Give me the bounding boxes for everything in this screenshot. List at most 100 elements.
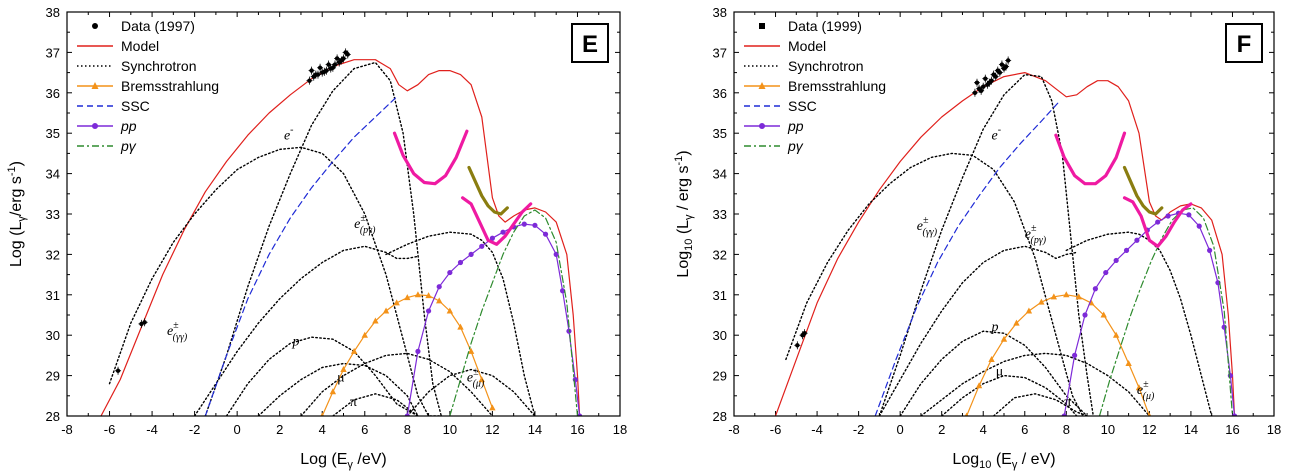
data-point bbox=[317, 65, 323, 70]
legend-entry: Data (1997) bbox=[92, 18, 195, 34]
bremsstrahlung-marker bbox=[1063, 291, 1070, 298]
data-point bbox=[326, 62, 331, 67]
bremsstrahlung-marker bbox=[1075, 293, 1082, 300]
legend-label: Synchrotron bbox=[121, 58, 196, 74]
synchrotron-line bbox=[204, 61, 442, 416]
x-axis-label: Log (Eγ /eV) bbox=[300, 451, 386, 471]
data-point bbox=[307, 78, 312, 83]
y-tick-label: 30 bbox=[46, 328, 60, 343]
curve-annotation: π bbox=[350, 395, 357, 410]
pp-marker bbox=[479, 243, 485, 249]
synchrotron-line bbox=[193, 245, 419, 416]
data-point bbox=[343, 50, 348, 55]
x-tick-label: 10 bbox=[1101, 422, 1115, 437]
limit-curve-line bbox=[1122, 196, 1193, 248]
y-tick-label: 36 bbox=[46, 86, 60, 101]
x-tick-label: -8 bbox=[728, 422, 740, 437]
curve-annotation: μ bbox=[337, 371, 345, 386]
panel-letter-box bbox=[571, 23, 609, 63]
synchrotron-line bbox=[920, 352, 1151, 416]
data-point bbox=[795, 343, 800, 348]
pp-marker bbox=[404, 413, 410, 416]
legend-entry: Model bbox=[77, 38, 159, 54]
ssc-line bbox=[204, 96, 398, 416]
y-tick-label: 33 bbox=[46, 207, 60, 222]
x-tick-label: 12 bbox=[485, 422, 499, 437]
x-tick-label: 4 bbox=[980, 422, 987, 437]
pp-marker bbox=[1155, 219, 1161, 225]
pp-marker bbox=[1113, 257, 1119, 264]
panel-letter: E bbox=[582, 31, 598, 58]
limit-curve-line bbox=[392, 129, 469, 186]
x-tick-label: -8 bbox=[61, 422, 73, 437]
limit-curve-line bbox=[1054, 131, 1127, 186]
x-tick-label: 8 bbox=[1063, 422, 1070, 437]
data-point bbox=[802, 330, 807, 336]
pp-marker bbox=[1196, 223, 1202, 229]
data-point bbox=[972, 90, 978, 96]
bremsstrahlung-marker bbox=[393, 299, 400, 306]
plot-frame bbox=[733, 11, 1275, 417]
bremsstrahlung-marker bbox=[1000, 335, 1008, 342]
y-tick-label: 37 bbox=[46, 45, 60, 60]
ssc-line bbox=[874, 102, 1059, 416]
legend-label: Data (1997) bbox=[121, 18, 195, 34]
x-tick-label: -6 bbox=[104, 422, 116, 437]
model-line bbox=[774, 71, 1236, 416]
curve-annotation: e± (γγ) bbox=[167, 320, 188, 343]
data-point bbox=[330, 65, 336, 70]
legend-symbol bbox=[759, 23, 765, 29]
x-tick-label: 0 bbox=[234, 422, 241, 437]
x-tick-label: 14 bbox=[528, 422, 542, 437]
curve-annotation: e- bbox=[284, 124, 294, 143]
curve-annotation: e± (pγ) bbox=[354, 213, 376, 236]
bremsstrahlung-marker bbox=[320, 412, 325, 416]
legend-entry: Bremsstrahlung bbox=[744, 78, 886, 94]
legend-symbol bbox=[759, 123, 765, 129]
data-point bbox=[981, 84, 986, 89]
data-point bbox=[309, 68, 314, 73]
data-point bbox=[339, 58, 344, 63]
y-tick-label: 31 bbox=[713, 288, 727, 303]
legend-symbol bbox=[91, 82, 99, 89]
bremsstrahlung-marker bbox=[350, 347, 358, 354]
legend-entry: pp bbox=[744, 118, 804, 134]
data-point bbox=[974, 80, 980, 85]
model-line bbox=[100, 59, 581, 416]
x-tick-label: 2 bbox=[938, 422, 945, 437]
data-point bbox=[991, 72, 996, 77]
synchrotron-line bbox=[992, 393, 1088, 416]
legend-entry: Synchrotron bbox=[77, 58, 196, 74]
legend-entry: Synchrotron bbox=[744, 58, 863, 74]
x-tick-label: 4 bbox=[319, 422, 326, 437]
y-tick-label: 34 bbox=[713, 167, 727, 182]
bremsstrahlung-marker bbox=[1112, 331, 1120, 338]
bremsstrahlung-marker bbox=[988, 355, 995, 362]
pp-marker bbox=[1092, 286, 1098, 292]
pp-marker bbox=[1134, 237, 1140, 243]
pp-marker bbox=[1231, 413, 1238, 416]
legend-label: Bremsstrahlung bbox=[788, 78, 886, 94]
x-tick-label: -4 bbox=[811, 422, 823, 437]
x-tick-label: 0 bbox=[897, 422, 904, 437]
y-tick-label: 36 bbox=[713, 86, 727, 101]
bremsstrahlung-marker bbox=[478, 376, 485, 383]
panel-e: -8 -6 -4 -2 0 2 4 6 8 10 12 14 16 18 28 29 30 31 32 33 34 35 3… bbox=[6, 5, 627, 471]
pp-marker bbox=[415, 348, 421, 354]
y-axis-label: Log (Lγ/erg s-1) bbox=[6, 161, 28, 267]
x-tick-label: 16 bbox=[570, 422, 584, 437]
pp-marker bbox=[576, 413, 583, 416]
y-tick-label: 37 bbox=[713, 45, 727, 60]
legend-label: Bremsstrahlung bbox=[121, 78, 219, 94]
data-point bbox=[334, 56, 340, 61]
data-point bbox=[313, 72, 319, 77]
panel-letter-box bbox=[1225, 23, 1263, 63]
x-tick-label: 8 bbox=[404, 422, 411, 437]
pp-marker bbox=[468, 251, 474, 257]
bremsstrahlung-marker bbox=[1125, 359, 1132, 366]
pp-marker bbox=[1207, 247, 1213, 253]
legend-entry: SSC bbox=[77, 98, 150, 114]
bremsstrahlung-marker bbox=[382, 307, 390, 314]
pp-marker bbox=[559, 288, 566, 294]
pp-marker bbox=[457, 259, 464, 266]
